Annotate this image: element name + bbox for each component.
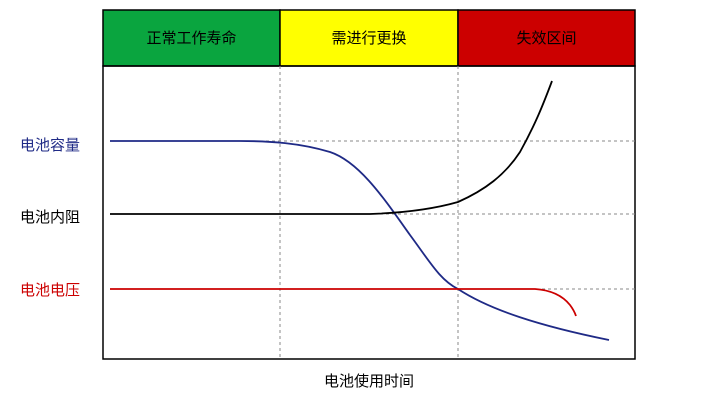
voltage-curve [110, 288, 577, 317]
capacity-curve [110, 140, 610, 341]
plot-area-frame [102, 65, 636, 360]
zone-failure-label: 失效区间 [516, 29, 576, 47]
capacity-label: 电池容量 [20, 136, 80, 154]
zone-failure-band [457, 9, 636, 67]
zone-normal-life-label: 正常工作寿命 [146, 29, 236, 47]
resistance-label: 电池内阻 [20, 208, 80, 226]
resistance-curve [110, 80, 553, 215]
zone-normal-life-band [102, 9, 281, 67]
voltage-label: 电池电压 [20, 281, 80, 299]
zone-replacement-label: 需进行更换 [331, 29, 406, 47]
x-axis-label: 电池使用时间 [324, 372, 414, 390]
zone-replacement-band [279, 9, 459, 67]
